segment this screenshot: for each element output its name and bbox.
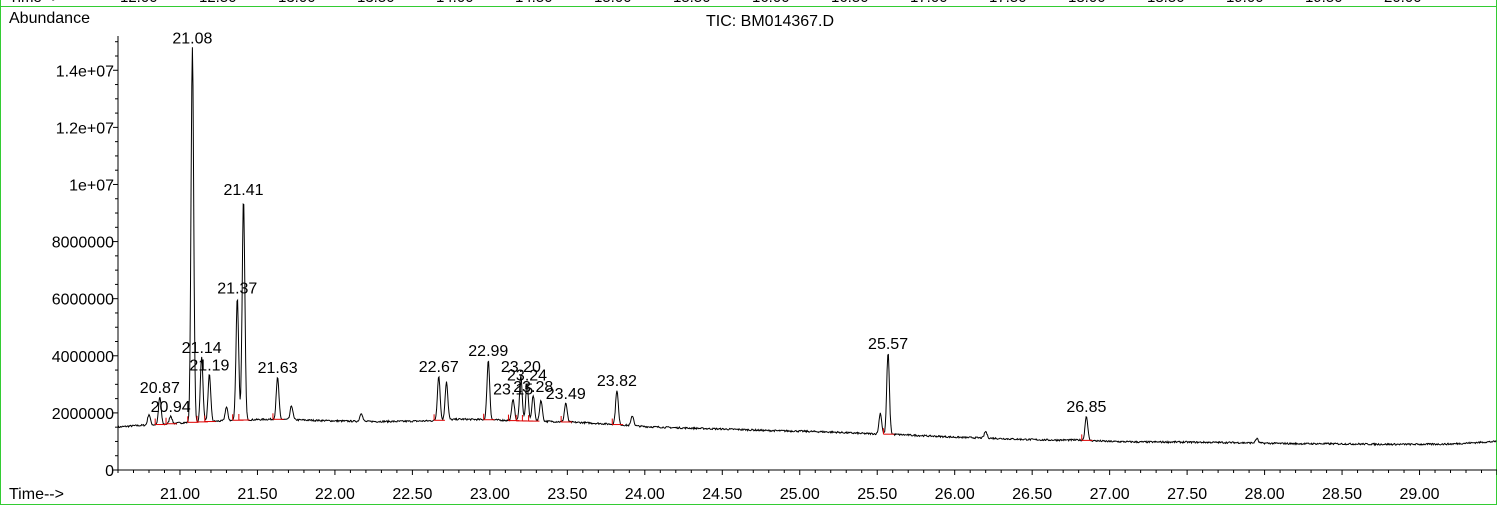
prev-axis-tick-label: 12.50 bbox=[199, 0, 237, 6]
x-tick-label: 23.50 bbox=[547, 486, 587, 503]
peak-label: 25.57 bbox=[868, 336, 908, 353]
peak-label: 21.63 bbox=[258, 360, 298, 377]
peak-label: 23.24 bbox=[507, 367, 547, 384]
prev-axis-tick-label: 19.00 bbox=[1226, 0, 1264, 6]
peak-label: 21.08 bbox=[172, 30, 212, 47]
prev-axis-tick-label: 15.50 bbox=[673, 0, 711, 6]
prev-axis-tick-label: 14.00 bbox=[436, 0, 474, 6]
prev-axis-tick-label: 18.00 bbox=[1068, 0, 1106, 6]
x-tick-label: 28.00 bbox=[1245, 486, 1285, 503]
x-tick-label: 25.50 bbox=[857, 486, 897, 503]
x-tick-label: 23.00 bbox=[470, 486, 510, 503]
prev-axis-tick-label: 13.50 bbox=[357, 0, 395, 6]
peak-label: 23.82 bbox=[597, 373, 637, 390]
peak-label: 23.49 bbox=[546, 386, 586, 403]
x-tick-label: 21.00 bbox=[160, 486, 200, 503]
peak-label: 23.15 bbox=[493, 382, 533, 399]
x-tick-label: 29.00 bbox=[1400, 486, 1440, 503]
x-tick-label: 25.00 bbox=[780, 486, 820, 503]
peak-label: 22.67 bbox=[419, 359, 459, 376]
peak-label: 21.37 bbox=[217, 280, 257, 297]
y-tick-label: 6000000 bbox=[52, 292, 114, 309]
previous-panel-axis-strip: Time--> 12.00 12.50 13.00 13.50 14.00 14.50 15.… bbox=[0, 0, 1497, 7]
peak-label: 21.19 bbox=[189, 357, 229, 374]
prev-axis-tick-label: 14.50 bbox=[515, 0, 553, 6]
prev-axis-tick-label: 20.00 bbox=[1384, 0, 1422, 6]
peak-label: 20.94 bbox=[151, 399, 191, 416]
peak-label: 22.99 bbox=[468, 343, 508, 360]
y-tick-label: 1e+07 bbox=[69, 177, 114, 194]
prev-axis-tick-label: 17.00 bbox=[910, 0, 948, 6]
prev-axis-tick-label: 18.50 bbox=[1147, 0, 1185, 6]
x-tick-label: 22.00 bbox=[315, 486, 355, 503]
prev-axis-tick-label: 12.00 bbox=[120, 0, 158, 6]
prev-axis-tick-label: 17.50 bbox=[989, 0, 1027, 6]
x-tick-label: 24.50 bbox=[702, 486, 742, 503]
tic-trace-line bbox=[117, 47, 1497, 447]
y-axis-label: Abundance bbox=[9, 10, 90, 27]
prev-axis-tick-label: 19.50 bbox=[1305, 0, 1343, 6]
x-tick-label: 27.50 bbox=[1167, 486, 1207, 503]
x-tick-label: 26.00 bbox=[935, 486, 975, 503]
x-tick-label: 27.00 bbox=[1090, 486, 1130, 503]
prev-axis-tick-label: 15.00 bbox=[594, 0, 632, 6]
prev-axis-label: Time--> bbox=[9, 0, 61, 6]
x-tick-label: 21.50 bbox=[237, 486, 277, 503]
chart-title: TIC: BM014367.D bbox=[706, 13, 835, 30]
y-tick-label: 1.4e+07 bbox=[56, 63, 114, 80]
y-tick-label: 4000000 bbox=[52, 349, 114, 366]
peak-label: 20.87 bbox=[140, 380, 180, 397]
prev-axis-tick-label: 16.50 bbox=[831, 0, 869, 6]
x-tick-label: 24.00 bbox=[625, 486, 665, 503]
prev-axis-tick-label: 16.00 bbox=[752, 0, 790, 6]
y-tick-label: 8000000 bbox=[52, 235, 114, 252]
peak-label: 26.85 bbox=[1066, 399, 1106, 416]
peak-label: 23.20 bbox=[501, 359, 541, 376]
y-tick-label: 0 bbox=[105, 463, 114, 480]
x-axis-label: Time--> bbox=[9, 486, 64, 503]
y-tick-label: 1.2e+07 bbox=[56, 120, 114, 137]
x-tick-label: 26.50 bbox=[1012, 486, 1052, 503]
x-tick-label: 28.50 bbox=[1322, 486, 1362, 503]
peak-label: 21.14 bbox=[182, 340, 222, 357]
peak-label: 21.41 bbox=[223, 182, 263, 199]
peak-label: 23.28 bbox=[513, 379, 553, 396]
y-tick-label: 2000000 bbox=[52, 406, 114, 423]
x-tick-label: 22.50 bbox=[392, 486, 432, 503]
prev-axis-tick-label: 13.00 bbox=[278, 0, 316, 6]
